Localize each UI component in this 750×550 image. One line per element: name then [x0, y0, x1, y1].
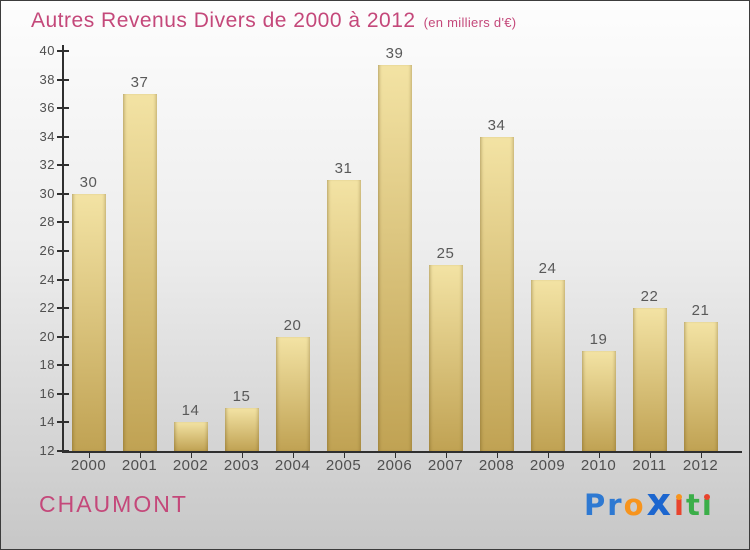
bar-value-label: 19: [589, 331, 608, 348]
logo-letter: ı: [701, 488, 712, 522]
x-tick-label: 2010: [580, 457, 617, 474]
x-tick: [241, 453, 243, 458]
x-tick: [139, 453, 141, 458]
y-tick: [57, 450, 69, 452]
logo-letter: ı: [674, 488, 684, 522]
y-tick: [57, 278, 69, 281]
y-tick-label: 38: [39, 71, 55, 87]
y-tick-label: 18: [39, 357, 55, 373]
x-tick: [547, 453, 549, 458]
chart-title: Autres Revenus Divers de 2000 à 2012: [31, 9, 416, 32]
logo-letter: P: [584, 488, 606, 522]
x-tick-label: 2008: [478, 457, 515, 474]
y-tick: [57, 392, 69, 395]
bar-value-label: 34: [487, 116, 506, 134]
x-tick: [190, 453, 192, 458]
x-tick: [445, 453, 447, 458]
y-tick-label: 22: [39, 300, 55, 316]
x-tick-label: 2009: [529, 457, 566, 474]
x-tick: [343, 453, 345, 458]
bar: [479, 136, 514, 451]
bar-value-label: 22: [640, 288, 659, 306]
y-tick-label: 28: [39, 214, 55, 230]
y-tick: [57, 250, 69, 252]
x-tick: [394, 453, 396, 458]
bar-value-label: 20: [283, 316, 302, 334]
x-tick-label: 2011: [632, 457, 667, 474]
bar-value-label: 39: [385, 45, 404, 63]
y-tick-label: 40: [39, 43, 55, 58]
x-tick-label: 2006: [376, 457, 413, 474]
x-tick: [649, 453, 651, 458]
x-tick-label: 2002: [172, 457, 209, 474]
bar: [428, 265, 463, 451]
logo-letter: o: [623, 488, 644, 522]
location-label: CHAUMONT: [39, 491, 188, 517]
bar: [530, 279, 565, 451]
bar-value-label: 15: [232, 388, 251, 406]
x-tick-label: 2001: [121, 457, 158, 474]
logo-letter: t: [685, 488, 700, 522]
bar: [326, 179, 361, 451]
logo-letter: x: [646, 480, 672, 524]
x-tick-label: 2007: [427, 457, 464, 474]
x-tick-label: 2005: [325, 457, 362, 474]
x-tick-label: 2000: [70, 457, 107, 474]
y-tick-label: 14: [39, 414, 55, 430]
x-tick-label: 2004: [274, 457, 311, 474]
y-tick-label: 20: [39, 328, 55, 344]
bar-value-label: 31: [334, 159, 353, 177]
y-tick: [57, 50, 69, 52]
bar-value-label: 14: [181, 402, 200, 420]
bar-value-label: 37: [130, 73, 149, 91]
y-tick-label: 32: [39, 157, 55, 173]
bar: [122, 93, 157, 451]
chart-header: Autres Revenus Divers de 2000 à 2012 (en …: [31, 9, 516, 33]
bar-value-label: 24: [538, 259, 557, 277]
x-tick-label: 2012: [682, 457, 719, 474]
y-tick: [57, 164, 69, 167]
y-tick: [57, 335, 69, 338]
y-tick-label: 30: [39, 185, 55, 201]
bar: [377, 65, 412, 451]
x-tick: [700, 453, 702, 458]
x-tick: [292, 453, 294, 458]
y-tick-label: 34: [39, 128, 55, 144]
logo-i-dot: [703, 494, 710, 500]
y-tick-label: 12: [39, 443, 55, 458]
x-tick-label: 2003: [223, 457, 260, 474]
y-tick-label: 26: [39, 243, 55, 258]
y-tick-label: 36: [39, 100, 55, 116]
y-tick: [57, 135, 69, 138]
bar: [224, 408, 259, 451]
y-axis-line: [62, 45, 64, 453]
bar: [632, 308, 667, 451]
x-axis-line: [62, 451, 742, 453]
x-tick: [598, 453, 600, 458]
bar: [275, 336, 310, 451]
bar: [173, 422, 208, 451]
y-tick: [57, 307, 69, 310]
y-tick: [57, 107, 69, 110]
y-tick-label: 24: [39, 271, 55, 287]
bar-value-label: 25: [436, 245, 455, 263]
x-tick: [88, 453, 90, 458]
bar: [71, 193, 106, 451]
y-tick: [57, 78, 69, 81]
bar: [683, 322, 718, 451]
y-tick: [57, 192, 69, 195]
x-tick: [496, 453, 498, 458]
bar: [581, 351, 616, 451]
logo-i-dot: [676, 494, 682, 500]
bar-value-label: 21: [691, 302, 710, 320]
logo-letter: r: [607, 488, 622, 522]
y-tick-label: 16: [39, 385, 55, 401]
y-tick: [57, 221, 69, 224]
chart-subtitle: (en milliers d'€): [423, 15, 517, 30]
bar-value-label: 30: [79, 173, 98, 191]
y-tick: [57, 364, 69, 367]
y-tick: [57, 421, 69, 424]
